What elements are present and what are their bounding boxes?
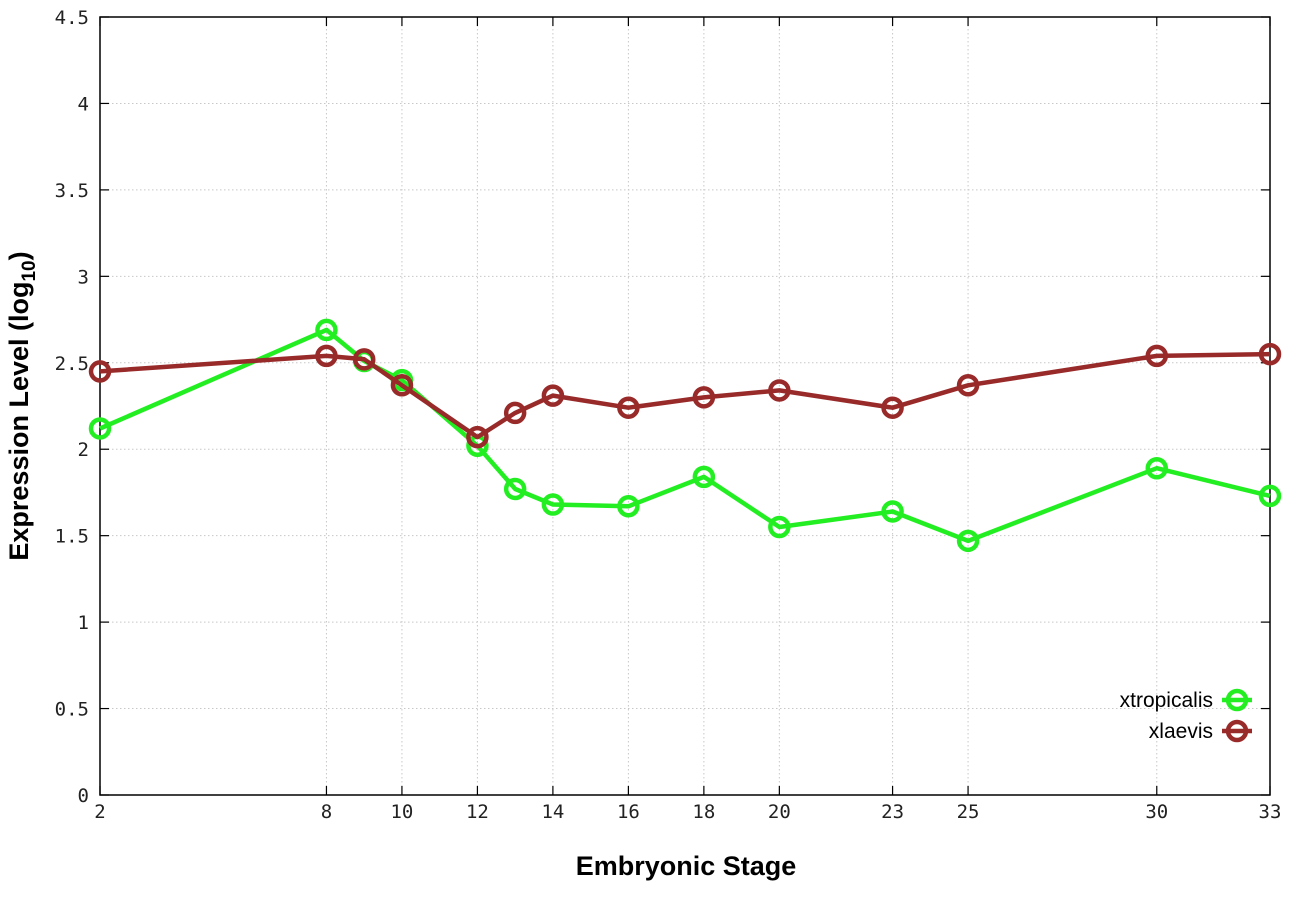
series-xlaevis	[88, 342, 1282, 449]
x-tick-label: 33	[1259, 801, 1282, 823]
data-point-xlaevis	[956, 374, 980, 397]
grid-lines	[100, 17, 1270, 795]
plot-frame	[99, 16, 1271, 796]
data-point-xtropicalis	[315, 318, 338, 342]
data-point-xlaevis	[1145, 344, 1169, 368]
y-axis-title-end: )	[4, 251, 34, 260]
legend-marker	[1225, 719, 1249, 743]
data-point-xtropicalis	[503, 477, 527, 501]
legend-label: xlaevis	[1149, 720, 1213, 743]
data-point-xlaevis	[881, 396, 904, 419]
legend-label: xtropicalis	[1120, 689, 1213, 712]
data-point-xlaevis	[352, 348, 376, 371]
y-tick-label: 0	[78, 785, 89, 807]
data-point-xtropicalis	[541, 493, 565, 516]
data-point-xtropicalis	[1145, 456, 1169, 480]
data-point-xtropicalis	[88, 417, 112, 440]
chart-legend: xtropicalis xlaevis	[1120, 688, 1252, 743]
data-point-xlaevis	[692, 386, 716, 409]
x-tick-label: 18	[692, 801, 715, 823]
y-tick-label: 1	[78, 612, 89, 634]
y-tick-label: 4.5	[55, 7, 89, 29]
series-layer	[88, 318, 1282, 553]
data-point-xlaevis	[503, 401, 527, 425]
y-tick-label: 0.5	[55, 699, 89, 721]
data-point-xtropicalis	[617, 495, 640, 518]
series-xtropicalis	[88, 318, 1282, 553]
x-tick-label: 23	[881, 801, 904, 823]
data-point-xlaevis	[617, 396, 640, 419]
data-point-xtropicalis	[881, 500, 904, 523]
y-tick-label: 1.5	[55, 526, 89, 548]
x-tick-label: 2	[94, 801, 105, 823]
data-point-xtropicalis	[956, 529, 980, 553]
y-axis-title-subscript: 10	[19, 260, 40, 281]
x-tick-label: 8	[321, 801, 332, 823]
legend-entry-xtropicalis: xtropicalis	[1120, 688, 1252, 712]
legend-entry-xlaevis: xlaevis	[1149, 719, 1252, 743]
x-tick-label: 14	[541, 801, 564, 823]
x-tick-label: 10	[390, 801, 413, 823]
y-tick-label: 4	[78, 93, 89, 115]
y-tick-label: 3	[78, 266, 89, 288]
data-point-xlaevis	[1258, 342, 1282, 366]
data-point-xlaevis	[541, 384, 565, 407]
data-point-xtropicalis	[692, 465, 716, 489]
y-tick-label: 2.5	[55, 353, 89, 375]
data-point-xlaevis	[390, 374, 414, 397]
y-tick-label: 3.5	[55, 180, 89, 202]
x-tick-label: 25	[957, 801, 980, 823]
x-tick-label: 12	[466, 801, 489, 823]
legend-marker	[1225, 688, 1249, 712]
series-line-xlaevis	[99, 351, 1271, 440]
x-axis-title: Embryonic Stage	[576, 851, 797, 881]
y-axis-title: Expression Level (log10)	[4, 251, 40, 560]
x-tick-label: 16	[617, 801, 640, 823]
x-tick-label: 30	[1145, 801, 1168, 823]
x-tick-label: 20	[768, 801, 791, 823]
data-point-xtropicalis	[1258, 484, 1282, 508]
data-point-xlaevis	[88, 360, 112, 383]
data-point-xlaevis	[466, 425, 489, 449]
axis-ticks: 0 0.5 1 1.5 2 2.5 3 3.5 4 4.5 2 8 10 12 14 16 18 20 23 25 30…	[55, 7, 1282, 823]
data-point-xlaevis	[315, 344, 338, 368]
y-tick-label: 2	[78, 439, 89, 461]
data-point-xtropicalis	[768, 515, 791, 539]
y-axis-title-main: Expression Level (log	[4, 282, 34, 561]
data-point-xlaevis	[768, 379, 791, 402]
